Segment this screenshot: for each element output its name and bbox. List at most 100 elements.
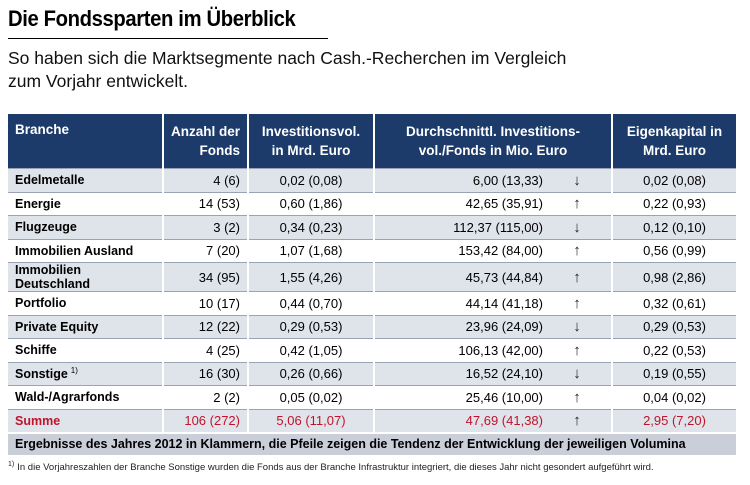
table-row: Sonstige 1) 16 (30) 0,26 (0,66) 16,52 (24,10… <box>8 361 736 386</box>
branche-label: Immobilien Deutschland <box>15 263 91 291</box>
table-row: Schiffe 4 (25) 0,42 (1,05) 106,13 (42,00) ↑ 0… <box>8 338 736 362</box>
cell-eigenkapital: 0,29 (0,53) <box>611 314 736 339</box>
cell-anzahl: 12 (22) <box>162 314 248 339</box>
cell-invest: 1,07 (1,68) <box>247 238 374 263</box>
table-row: Energie 14 (53) 0,60 (1,86) 42,65 (35,91) ↑ 0… <box>8 191 736 216</box>
cell-anzahl: 3 (2) <box>162 215 248 239</box>
table-row: Immobilien Ausland 7 (20) 1,07 (1,68) 153,4… <box>8 238 736 263</box>
cell-durchschnitt: 112,37 (115,00) ↓ <box>373 215 612 239</box>
header-invest: Investitionsvol. in Mrd. Euro <box>247 114 374 169</box>
cell-eigenkapital: 0,22 (0,93) <box>611 191 736 216</box>
durchschnitt-value: 153,42 (84,00) <box>458 243 543 259</box>
durchschnitt-value: 16,52 (24,10) <box>465 366 543 382</box>
durchschnitt-value: 25,46 (10,00) <box>465 389 543 405</box>
cell-branche: Summe <box>8 408 163 432</box>
cell-invest: 0,29 (0,53) <box>247 314 374 339</box>
footnote-text: In die Vorjahreszahlen der Branche Sonst… <box>17 462 654 474</box>
table-body: Edelmetalle 4 (6) 0,02 (0,08) 6,00 (13,33) ↓… <box>8 168 736 432</box>
cell-invest: 1,55 (4,26) <box>247 262 374 292</box>
durchschnitt-value: 112,37 (115,00) <box>453 219 543 235</box>
cell-invest: 0,26 (0,66) <box>247 361 374 386</box>
header-eigenkapital: Eigenkapital in Mrd. Euro <box>611 114 736 169</box>
cell-invest: 0,34 (0,23) <box>247 215 374 239</box>
cell-branche: Schiffe <box>8 338 163 362</box>
header-durchschnitt: Durchschnittl. Investitions-vol./Fonds i… <box>373 114 612 169</box>
fund-sectors-table: Branche Anzahl der Fonds Investitionsvol… <box>8 114 736 432</box>
table-row: Wald-/Agrarfonds 2 (2) 0,05 (0,02) 25,46 (1… <box>8 385 736 409</box>
cell-anzahl: 4 (25) <box>162 338 248 362</box>
cell-eigenkapital: 0,98 (2,86) <box>611 262 736 292</box>
branche-label: Summe <box>15 413 61 428</box>
cell-durchschnitt: 23,96 (24,09) ↓ <box>373 314 612 339</box>
trend-up-arrow-icon: ↑ <box>573 412 581 430</box>
durchschnitt-value: 45,73 (44,84) <box>465 269 543 285</box>
cell-branche: Sonstige 1) <box>8 361 163 386</box>
branche-label: Schiffe <box>15 343 57 358</box>
trend-up-arrow-icon: ↑ <box>573 388 581 406</box>
cell-eigenkapital: 2,95 (7,20) <box>611 408 736 432</box>
note-bar: Ergebnisse des Jahres 2012 in Klammern, … <box>8 434 736 455</box>
branche-label: Sonstige <box>15 367 68 382</box>
cell-eigenkapital: 0,02 (0,08) <box>611 168 736 192</box>
trend-up-arrow-icon: ↑ <box>573 195 581 213</box>
cell-durchschnitt: 106,13 (42,00) ↑ <box>373 338 612 362</box>
header-anzahl: Anzahl der Fonds <box>162 114 248 169</box>
cell-branche: Portfolio <box>8 291 163 315</box>
cell-branche: Flugzeuge <box>8 215 163 239</box>
cell-eigenkapital: 0,56 (0,99) <box>611 238 736 263</box>
branche-label: Wald-/Agrarfonds <box>15 390 120 405</box>
branche-label: Edelmetalle <box>15 173 85 188</box>
cell-durchschnitt: 153,42 (84,00) ↑ <box>373 238 612 263</box>
durchschnitt-value: 42,65 (35,91) <box>465 196 543 212</box>
branche-label: Private Equity <box>15 319 99 334</box>
cell-eigenkapital: 0,22 (0,53) <box>611 338 736 362</box>
durchschnitt-value: 106,13 (42,00) <box>458 342 543 358</box>
table-row: Portfolio 10 (17) 0,44 (0,70) 44,14 (41,18)… <box>8 291 736 315</box>
cell-durchschnitt: 25,46 (10,00) ↑ <box>373 385 612 409</box>
sum-row: Summe 106 (272) 5,06 (11,07) 47,69 (41,38) ↑… <box>8 408 736 432</box>
trend-down-arrow-icon: ↓ <box>573 365 581 383</box>
table-row: Edelmetalle 4 (6) 0,02 (0,08) 6,00 (13,33) ↓… <box>8 168 736 192</box>
durchschnitt-value: 6,00 (13,33) <box>472 172 543 188</box>
branche-label: Energie <box>15 196 61 211</box>
footnote-marker: 1) <box>70 366 78 376</box>
branche-label: Portfolio <box>15 296 67 311</box>
trend-up-arrow-icon: ↑ <box>573 294 581 312</box>
table-row: Private Equity 12 (22) 0,29 (0,53) 23,96 (2… <box>8 314 736 339</box>
table-row: Flugzeuge 3 (2) 0,34 (0,23) 112,37 (115,00)… <box>8 215 736 239</box>
branche-label: Immobilien Ausland <box>15 243 134 258</box>
table-row: Immobilien Deutschland 34 (95) 1,55 (4,26)… <box>8 262 736 292</box>
cell-durchschnitt: 45,73 (44,84) ↑ <box>373 262 612 292</box>
title-divider <box>8 38 328 39</box>
cell-branche: Wald-/Agrarfonds <box>8 385 163 409</box>
cell-durchschnitt: 42,65 (35,91) ↑ <box>373 191 612 216</box>
cell-invest: 0,02 (0,08) <box>247 168 374 192</box>
trend-down-arrow-icon: ↓ <box>573 318 581 336</box>
cell-invest: 5,06 (11,07) <box>247 408 374 432</box>
cell-anzahl: 10 (17) <box>162 291 248 315</box>
cell-eigenkapital: 0,04 (0,02) <box>611 385 736 409</box>
cell-anzahl: 106 (272) <box>162 408 248 432</box>
cell-branche: Immobilien Ausland <box>8 238 163 263</box>
cell-durchschnitt: 6,00 (13,33) ↓ <box>373 168 612 192</box>
cell-eigenkapital: 0,19 (0,55) <box>611 361 736 386</box>
cell-eigenkapital: 0,32 (0,61) <box>611 291 736 315</box>
cell-branche: Energie <box>8 191 163 216</box>
branche-label: Flugzeuge <box>15 220 77 235</box>
cell-invest: 0,05 (0,02) <box>247 385 374 409</box>
cell-anzahl: 34 (95) <box>162 262 248 292</box>
trend-up-arrow-icon: ↑ <box>573 268 581 286</box>
durchschnitt-value: 47,69 (41,38) <box>465 413 543 429</box>
page-subtitle: So haben sich die Marktsegmente nach Cas… <box>8 48 567 91</box>
cell-anzahl: 4 (6) <box>162 168 248 192</box>
header-branche: Branche <box>8 114 163 169</box>
cell-invest: 0,44 (0,70) <box>247 291 374 315</box>
cell-anzahl: 16 (30) <box>162 361 248 386</box>
trend-up-arrow-icon: ↑ <box>573 242 581 260</box>
cell-branche: Immobilien Deutschland <box>8 262 163 292</box>
trend-up-arrow-icon: ↑ <box>573 341 581 359</box>
cell-durchschnitt: 47,69 (41,38) ↑ <box>373 408 612 432</box>
cell-durchschnitt: 44,14 (41,18) ↑ <box>373 291 612 315</box>
durchschnitt-value: 44,14 (41,18) <box>465 295 543 311</box>
